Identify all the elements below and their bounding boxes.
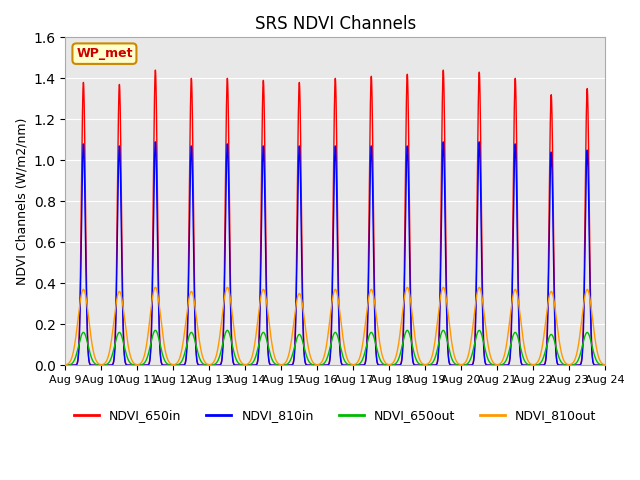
NDVI_810in (61, 362, 69, 368)
NDVI_650out (486, 360, 494, 366)
NDVI_650out (172, 362, 179, 368)
NDVI_810in (172, 362, 179, 368)
NDVI_650out (600, 362, 607, 368)
NDVI_650in (486, 362, 494, 368)
NDVI_810in (602, 362, 609, 368)
Text: WP_met: WP_met (76, 47, 132, 60)
NDVI_650out (152, 327, 159, 333)
NDVI_810out (486, 353, 494, 359)
NDVI_650out (602, 362, 609, 368)
NDVI_810in (600, 362, 607, 368)
NDVI_650in (152, 67, 159, 73)
Line: NDVI_650out: NDVI_650out (65, 330, 605, 365)
NDVI_650out (177, 360, 185, 365)
NDVI_810in (486, 362, 494, 368)
NDVI_810in (152, 139, 159, 145)
NDVI_650in (264, 332, 271, 338)
NDVI_810out (264, 306, 271, 312)
Title: SRS NDVI Channels: SRS NDVI Channels (255, 15, 416, 33)
NDVI_810out (600, 361, 607, 367)
NDVI_650in (172, 362, 179, 368)
NDVI_650in (602, 362, 609, 368)
Legend: NDVI_650in, NDVI_810in, NDVI_650out, NDVI_810out: NDVI_650in, NDVI_810in, NDVI_650out, NDV… (69, 404, 602, 427)
NDVI_810out (61, 362, 69, 368)
NDVI_810out (177, 351, 185, 357)
NDVI_810out (152, 285, 159, 290)
NDVI_810in (410, 361, 417, 367)
NDVI_650in (600, 362, 607, 368)
NDVI_650out (264, 340, 271, 346)
NDVI_650in (177, 362, 185, 368)
NDVI_810in (264, 339, 271, 345)
NDVI_650out (61, 362, 69, 368)
NDVI_810out (602, 362, 609, 368)
Line: NDVI_810out: NDVI_810out (65, 288, 605, 365)
NDVI_650in (410, 361, 417, 367)
Line: NDVI_810in: NDVI_810in (65, 142, 605, 365)
NDVI_650out (410, 349, 417, 355)
NDVI_810out (172, 361, 179, 367)
NDVI_810out (410, 324, 417, 330)
Y-axis label: NDVI Channels (W/m2/nm): NDVI Channels (W/m2/nm) (15, 118, 28, 285)
NDVI_810in (177, 362, 185, 368)
NDVI_650in (61, 362, 69, 368)
Line: NDVI_650in: NDVI_650in (65, 70, 605, 365)
